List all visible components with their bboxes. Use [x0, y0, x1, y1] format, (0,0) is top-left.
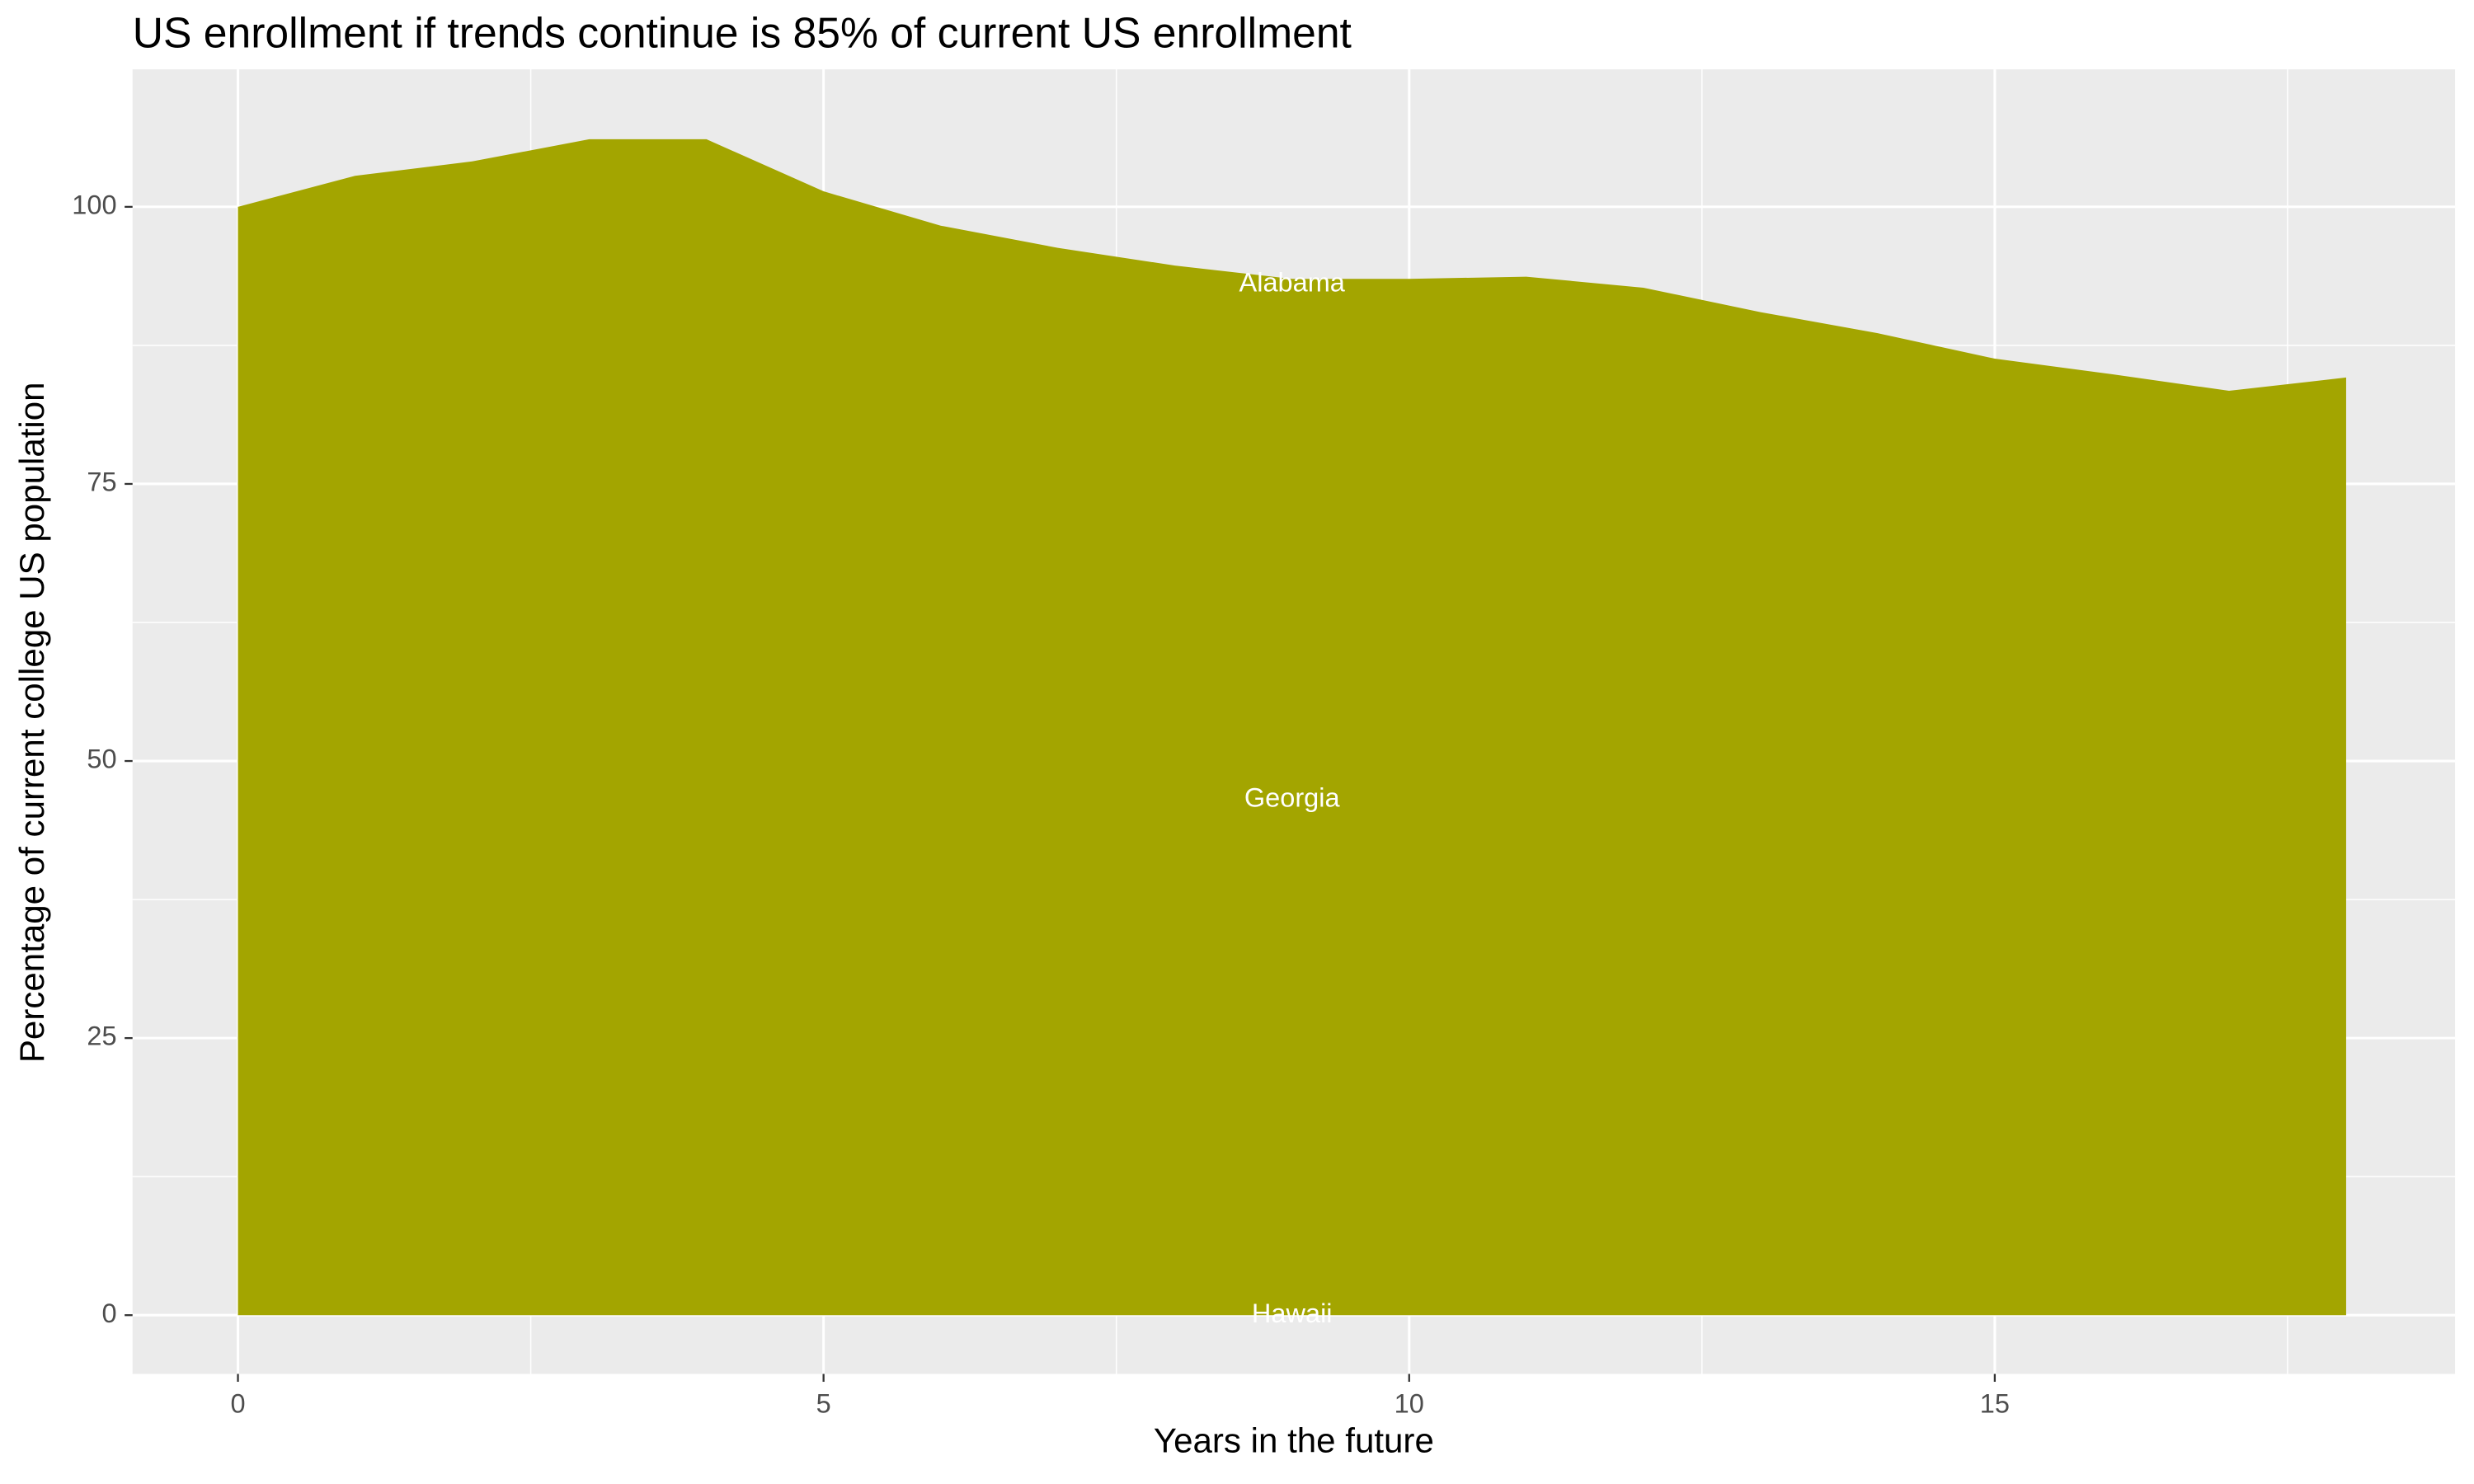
x-tick-label: 0 — [230, 1388, 245, 1418]
y-axis-label: Percentage of current college US populat… — [12, 382, 51, 1063]
y-tick-label: 25 — [87, 1021, 116, 1051]
x-tick-label: 15 — [1980, 1388, 2010, 1418]
x-tick-label: 5 — [816, 1388, 831, 1418]
chart-title: US enrollment if trends continue is 85% … — [133, 9, 1352, 57]
area — [238, 139, 2346, 1316]
annotation: Hawaii — [1252, 1298, 1333, 1328]
annotation: Georgia — [1244, 783, 1341, 813]
y-tick-label: 100 — [72, 190, 116, 219]
annotation: Alabama — [1239, 268, 1346, 298]
y-tick-label: 0 — [101, 1298, 116, 1328]
x-axis-label: Years in the future — [1154, 1421, 1434, 1460]
y-tick-label: 75 — [87, 467, 116, 497]
y-tick-label: 50 — [87, 744, 116, 774]
x-tick-label: 10 — [1395, 1388, 1424, 1418]
